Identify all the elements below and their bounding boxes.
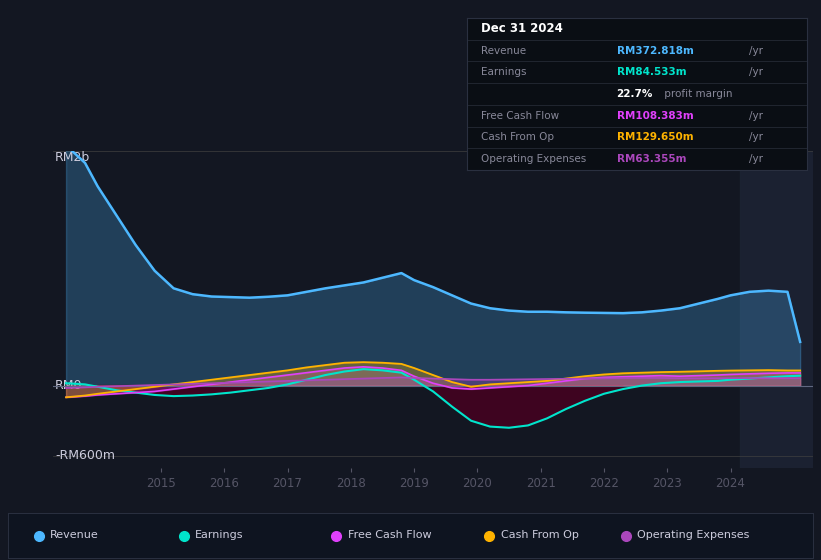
Bar [740, 151, 813, 468]
Text: RM129.650m: RM129.650m [617, 132, 693, 142]
Text: /yr: /yr [750, 67, 764, 77]
Text: 22.7%: 22.7% [617, 89, 653, 99]
Text: RM63.355m: RM63.355m [617, 154, 686, 164]
Text: Operating Expenses: Operating Expenses [637, 530, 750, 540]
Text: Free Cash Flow: Free Cash Flow [348, 530, 431, 540]
Text: -RM600m: -RM600m [55, 449, 115, 463]
Text: /yr: /yr [750, 154, 764, 164]
Text: Cash From Op: Cash From Op [501, 530, 579, 540]
Text: Revenue: Revenue [480, 45, 525, 55]
Text: /yr: /yr [750, 111, 764, 121]
Text: Operating Expenses: Operating Expenses [480, 154, 586, 164]
Text: /yr: /yr [750, 45, 764, 55]
Text: Free Cash Flow: Free Cash Flow [480, 111, 559, 121]
Text: Dec 31 2024: Dec 31 2024 [480, 22, 562, 35]
Text: RM108.383m: RM108.383m [617, 111, 694, 121]
Text: RM84.533m: RM84.533m [617, 67, 686, 77]
Text: RM2b: RM2b [55, 151, 90, 164]
Text: Earnings: Earnings [480, 67, 526, 77]
Text: profit margin: profit margin [661, 89, 732, 99]
Text: Cash From Op: Cash From Op [480, 132, 553, 142]
Text: /yr: /yr [750, 132, 764, 142]
Text: Earnings: Earnings [195, 530, 243, 540]
Text: RM372.818m: RM372.818m [617, 45, 694, 55]
Text: RM0: RM0 [55, 379, 82, 392]
Text: Revenue: Revenue [50, 530, 99, 540]
